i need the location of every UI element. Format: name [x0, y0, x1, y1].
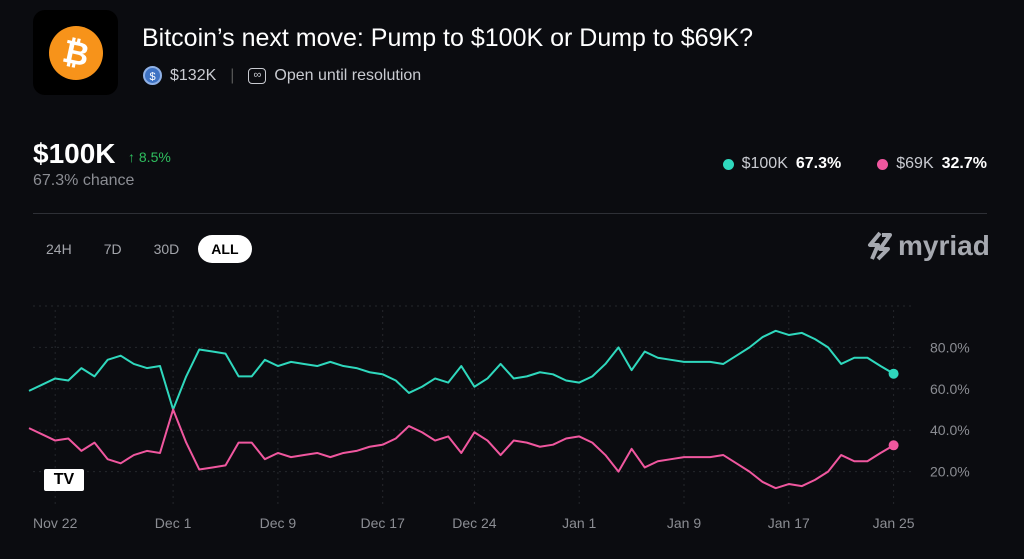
legend-value: 67.3%: [795, 155, 842, 172]
legend: $100K 67.3% $69K 32.7%: [722, 155, 987, 173]
chance: 67.3% chance: [33, 172, 135, 189]
market-meta: $ $132K | ∞ Open until resolution: [143, 66, 421, 85]
y-tick-label: 80.0%: [930, 339, 970, 355]
usdc-icon: $: [143, 66, 162, 85]
series-endpoint: [888, 440, 899, 451]
legend-label: $100K: [741, 155, 788, 172]
y-tick-label: 40.0%: [930, 422, 970, 438]
divider: [33, 213, 987, 214]
x-tick-label: Jan 17: [768, 515, 810, 531]
tab-7d[interactable]: 7D: [103, 241, 122, 257]
legend-value: 32.7%: [941, 155, 987, 172]
y-tick-label: 60.0%: [930, 381, 970, 397]
series-line: [28, 329, 895, 411]
outcome-price: $100K: [33, 138, 116, 169]
x-tick-label: Jan 1: [562, 515, 596, 531]
series-line: [28, 408, 895, 490]
myriad-logo: myriad: [866, 230, 990, 262]
y-tick-label: 20.0%: [930, 464, 970, 480]
time-range-tabs: 24H 7D 30D ALL: [33, 235, 252, 263]
legend-item-69k: $69K 32.7%: [877, 155, 987, 173]
tab-24h[interactable]: 24H: [46, 241, 72, 257]
myriad-bolt-icon: [868, 231, 892, 261]
bitcoin-icon: ₿: [43, 20, 109, 86]
legend-dot: [722, 158, 734, 170]
legend-label: $69K: [896, 155, 934, 172]
market-icon: ₿: [33, 10, 118, 95]
probability-chart: 80.0% 60.0% 40.0% 20.0% Nov 22 Dec 1 Dec 9 Dec …: [28, 305, 970, 531]
x-tick-label: Dec 1: [155, 515, 192, 531]
volume: $132K: [170, 66, 217, 84]
series-endpoint: [888, 368, 899, 379]
price-change: ↑ 8.5%: [128, 149, 171, 165]
x-tick-label: Nov 22: [33, 515, 78, 531]
infinity-icon: ∞: [248, 67, 267, 84]
legend-dot: [877, 158, 889, 170]
tab-all[interactable]: ALL: [198, 235, 252, 263]
tradingview-logo: TV: [44, 469, 84, 491]
brand-name: myriad: [898, 230, 990, 261]
status: Open until resolution: [274, 66, 422, 84]
tab-30d[interactable]: 30D: [153, 241, 180, 257]
x-tick-label: Jan 9: [667, 515, 701, 531]
market-title: Bitcoin’s next move: Pump to $100K or Du…: [142, 24, 753, 52]
x-tick-label: Dec 17: [361, 515, 406, 531]
divider: |: [230, 66, 235, 84]
x-tick-label: Dec 24: [452, 515, 497, 531]
x-tick-label: Dec 9: [260, 515, 297, 531]
legend-item-100k: $100K 67.3%: [722, 155, 842, 173]
x-tick-label: Jan 25: [873, 515, 915, 531]
